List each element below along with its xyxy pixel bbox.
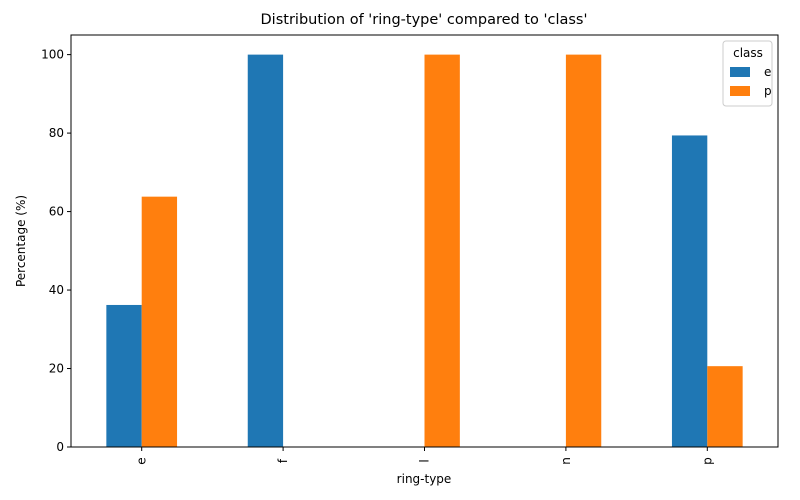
x-tick-label-f: f	[276, 458, 290, 463]
bar-n-p	[565, 54, 602, 448]
legend-swatch-e	[730, 67, 750, 77]
legend-label-p: p	[764, 84, 772, 98]
bar-l-p	[424, 54, 460, 448]
legend: class ep	[722, 40, 773, 107]
bar-f-e	[247, 54, 284, 448]
chart-title: Distribution of 'ring-type' compared to …	[261, 12, 588, 28]
y-tick-label-20: 20	[49, 362, 64, 376]
bar-e-e	[106, 304, 142, 447]
y-tick-label-40: 40	[49, 283, 64, 297]
x-tick-label-l: l	[418, 459, 432, 462]
y-tick-label-80: 80	[49, 126, 64, 140]
x-tick-label-e: e	[135, 457, 149, 464]
y-tick-label-0: 0	[56, 440, 64, 454]
x-tick-label-p: p	[700, 457, 714, 465]
y-tick-label-60: 60	[49, 205, 64, 219]
legend-swatch-p	[730, 86, 750, 96]
x-axis-label: ring-type	[397, 472, 452, 486]
y-axis-ticks: 0 20 40 60 80 100	[41, 48, 71, 454]
y-axis-label: Percentage (%)	[14, 195, 28, 287]
bar-p-e	[671, 135, 708, 447]
x-tick-label-n: n	[559, 457, 573, 465]
legend-label-e: e	[764, 65, 771, 79]
y-tick-label-100: 100	[41, 48, 64, 62]
bars-group	[106, 54, 743, 448]
legend-title: class	[733, 46, 763, 60]
bar-p-p	[707, 366, 743, 447]
bar-e-p	[141, 196, 178, 447]
